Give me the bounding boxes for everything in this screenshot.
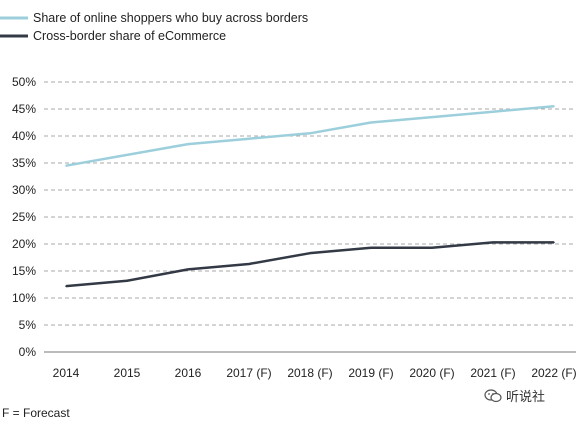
watermark: 听说社 xyxy=(484,386,545,405)
y-tick-label: 15% xyxy=(12,264,36,278)
x-tick-label: 2015 xyxy=(114,366,141,380)
data-point xyxy=(187,143,189,145)
y-tick-label: 45% xyxy=(12,102,36,116)
legend: Share of online shoppers who buy across … xyxy=(0,11,308,43)
data-point xyxy=(370,121,372,124)
y-tick-label: 10% xyxy=(12,291,36,305)
wechat-icon xyxy=(484,388,502,402)
x-tick-label: 2019 (F) xyxy=(348,366,393,380)
x-tick-label: 2016 xyxy=(175,366,202,380)
y-tick-label: 20% xyxy=(12,237,36,251)
y-tick-label: 25% xyxy=(12,210,36,224)
x-tick-label: 2014 xyxy=(53,366,80,380)
x-axis-ticks: 2014 2015 2016 2017 (F) 2018 (F) 2019 (F) 2020… xyxy=(53,366,576,380)
data-point xyxy=(553,105,555,108)
x-tick-label: 2017 (F) xyxy=(226,366,271,380)
data-point xyxy=(431,116,433,118)
y-axis-ticks: 0% 5% 10% 15% 20% 25% 30% 35% 40% 45% 50% xyxy=(12,75,36,359)
x-tick-label: 2021 (F) xyxy=(470,366,515,380)
data-point xyxy=(126,154,128,156)
y-tick-label: 40% xyxy=(12,129,36,143)
data-point xyxy=(248,263,250,265)
data-point xyxy=(126,279,128,282)
data-point xyxy=(370,246,372,249)
data-point xyxy=(492,110,494,113)
x-tick-label: 2020 (F) xyxy=(409,366,454,380)
legend-label-1: Share of online shoppers who buy across … xyxy=(33,11,308,25)
data-point xyxy=(431,246,433,249)
y-tick-label: 30% xyxy=(12,183,36,197)
data-point xyxy=(187,268,189,271)
y-tick-label: 50% xyxy=(12,75,36,89)
data-point xyxy=(248,137,250,140)
data-point xyxy=(553,241,555,244)
watermark-text: 听说社 xyxy=(506,390,546,405)
gridlines xyxy=(44,81,576,353)
data-point xyxy=(65,164,67,167)
x-tick-label: 2018 (F) xyxy=(287,366,332,380)
series-lines xyxy=(65,105,555,288)
data-point xyxy=(309,132,311,135)
series-line-2 xyxy=(65,241,554,288)
footnote: F = Forecast xyxy=(2,406,70,420)
data-point xyxy=(492,241,494,244)
y-tick-label: 35% xyxy=(12,156,36,170)
x-tick-label: 2022 (F) xyxy=(531,366,576,380)
data-point xyxy=(309,252,311,254)
legend-label-2: Cross-border share of eCommerce xyxy=(33,29,226,43)
data-point xyxy=(65,285,67,287)
y-tick-label: 5% xyxy=(19,318,37,332)
y-tick-label: 0% xyxy=(19,345,37,359)
